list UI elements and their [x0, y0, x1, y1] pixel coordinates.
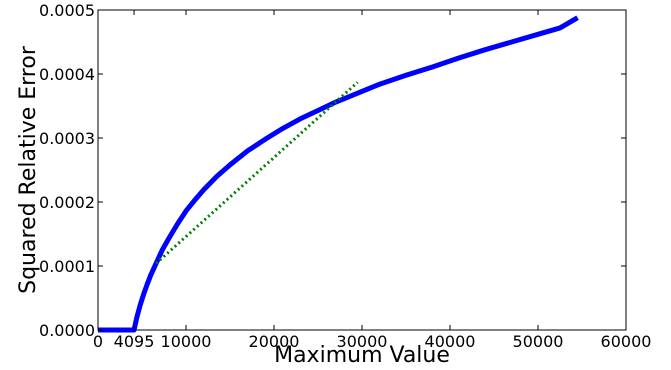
- y-tick-label: 0.0005: [39, 1, 95, 20]
- y-tick-label: 0.0001: [39, 257, 95, 276]
- y-tick-label: 0.0002: [39, 193, 95, 212]
- tick-layer: 0 4095 10000 20000 30000 40000 50000 60000 0.000…: [39, 1, 651, 351]
- series-layer: [98, 15, 579, 333]
- y-tick-label: 0.0000: [39, 321, 95, 340]
- x-tick-label: 50000: [513, 332, 564, 351]
- series-line-dotted: [155, 81, 359, 265]
- plot-area-frame: [97, 9, 627, 331]
- x-tick-label: 10000: [161, 332, 212, 351]
- x-tick-label: 30000: [337, 332, 388, 351]
- series-line-solid: [98, 15, 579, 333]
- y-tick-label: 0.0003: [39, 129, 95, 148]
- y-tick-label: 0.0004: [39, 65, 95, 84]
- y-axis-title: Squared Relative Error: [16, 45, 41, 294]
- x-tick-label: 60000: [601, 332, 652, 351]
- x-tick-label: 4095: [114, 332, 155, 351]
- x-axis-title: Maximum Value: [274, 343, 450, 368]
- x-tick-label: 20000: [249, 332, 300, 351]
- x-tick-label: 40000: [425, 332, 476, 351]
- x-tick-label: 0: [93, 332, 103, 351]
